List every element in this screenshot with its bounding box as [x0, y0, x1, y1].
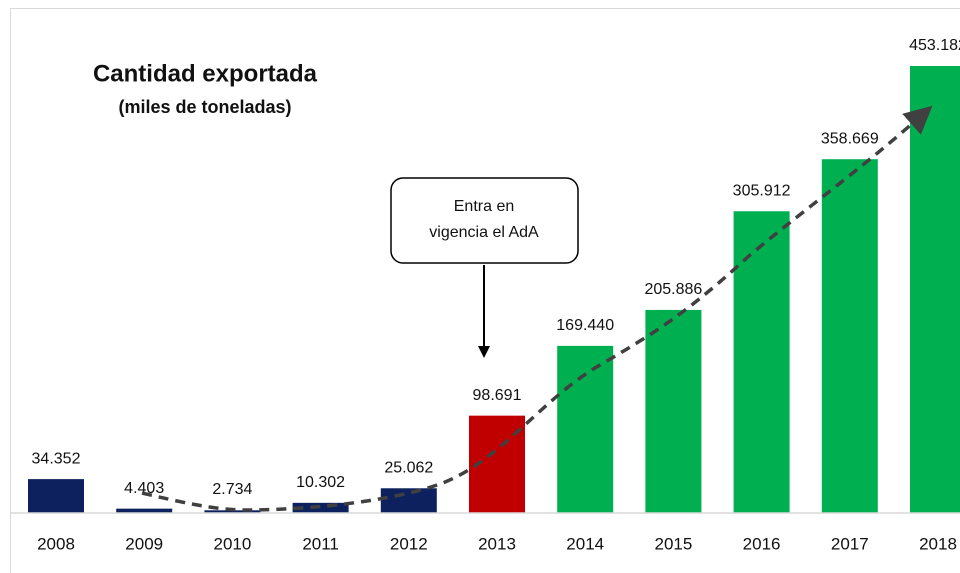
data-label: 358.669 — [821, 130, 879, 147]
bar — [821, 159, 878, 513]
x-tick-label: 2016 — [743, 534, 781, 553]
x-tick-label: 2011 — [302, 534, 339, 553]
chart-frame — [10, 8, 960, 573]
chart-subtitle: (miles de toneladas) — [118, 97, 291, 117]
data-label: 2.734 — [212, 481, 252, 498]
x-tick-label: 2015 — [654, 534, 692, 553]
x-tick-label: 2017 — [831, 534, 869, 553]
data-label: 98.691 — [473, 387, 522, 404]
x-tick-label: 2012 — [390, 534, 428, 553]
data-label: 25.062 — [384, 459, 433, 476]
data-label: 10.302 — [296, 474, 345, 491]
bar — [910, 66, 960, 513]
data-label: 4.403 — [124, 480, 164, 497]
data-label: 305.912 — [733, 182, 791, 199]
bar — [557, 345, 614, 513]
bar — [116, 508, 173, 513]
bar — [28, 479, 84, 513]
bar — [292, 502, 349, 513]
annotation-box — [390, 177, 579, 264]
data-label: 205.886 — [644, 281, 702, 298]
x-tick-label: 2008 — [37, 534, 75, 553]
bar — [733, 211, 790, 513]
data-label: 453.182 — [909, 37, 960, 54]
trend-line — [141, 105, 933, 512]
bar — [645, 309, 702, 513]
x-tick-label: 2010 — [213, 534, 251, 553]
x-tick-label: 2014 — [566, 534, 604, 553]
data-label: 34.352 — [32, 450, 81, 467]
x-tick-label: 2009 — [125, 534, 163, 553]
bar — [204, 510, 261, 513]
bar — [380, 488, 437, 513]
x-tick-label: 2013 — [478, 534, 516, 553]
x-tick-label: 2018 — [919, 534, 957, 553]
chart-title: Cantidad exportada — [93, 60, 318, 87]
annotation-text: vigencia el AdA — [429, 224, 539, 241]
data-label: 169.440 — [556, 317, 614, 334]
annotation-text: Entra en — [454, 198, 514, 215]
